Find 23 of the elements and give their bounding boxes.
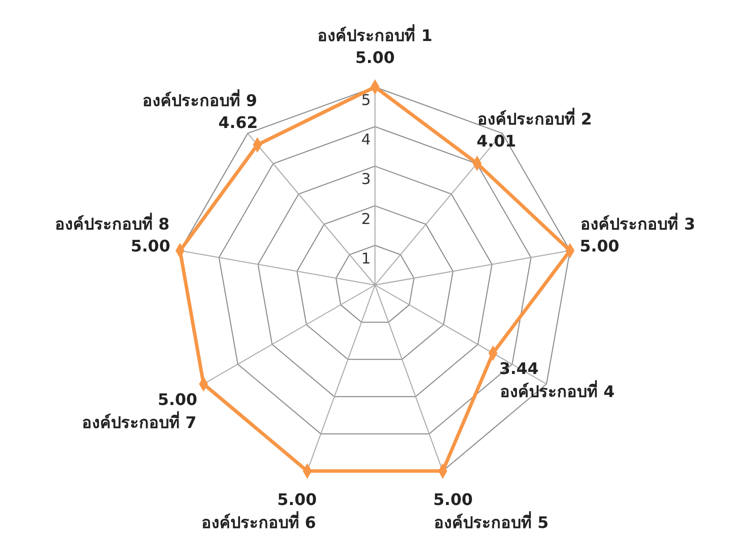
- spoke-label: องค์ประกอบที่ 8: [54, 212, 170, 234]
- data-label: 4.62: [218, 112, 258, 132]
- data-label: 4.01: [476, 131, 516, 150]
- spoke-label: องค์ประกอบที่ 4: [500, 380, 615, 402]
- spoke-label: องค์ประกอบที่ 9: [142, 88, 258, 110]
- data-label: 5.00: [130, 236, 170, 256]
- spoke-label: องค์ประกอบที่ 7: [82, 411, 197, 432]
- data-label: 5.00: [580, 236, 620, 256]
- y-tick-label: 1: [361, 249, 371, 268]
- spoke-label: องค์ประกอบที่ 5: [434, 511, 549, 532]
- y-tick-label: 3: [361, 170, 371, 188]
- spoke-label: องค์ประกอบที่ 2: [477, 107, 592, 128]
- y-tick-label: 2: [361, 210, 371, 228]
- y-tick-label: 4: [361, 130, 371, 149]
- data-label: 5.00: [158, 390, 198, 409]
- data-label: 3.44: [499, 359, 539, 378]
- data-label: 5.00: [277, 490, 317, 510]
- spoke-label: องค์ประกอบที่ 3: [580, 212, 696, 234]
- spoke-label: องค์ประกอบที่ 1: [318, 24, 432, 45]
- data-label: 5.00: [433, 490, 473, 510]
- y-tick-label: 5: [361, 91, 371, 109]
- data-label: 5.00: [355, 48, 395, 67]
- spoke-label: องค์ประกอบที่ 6: [201, 511, 316, 532]
